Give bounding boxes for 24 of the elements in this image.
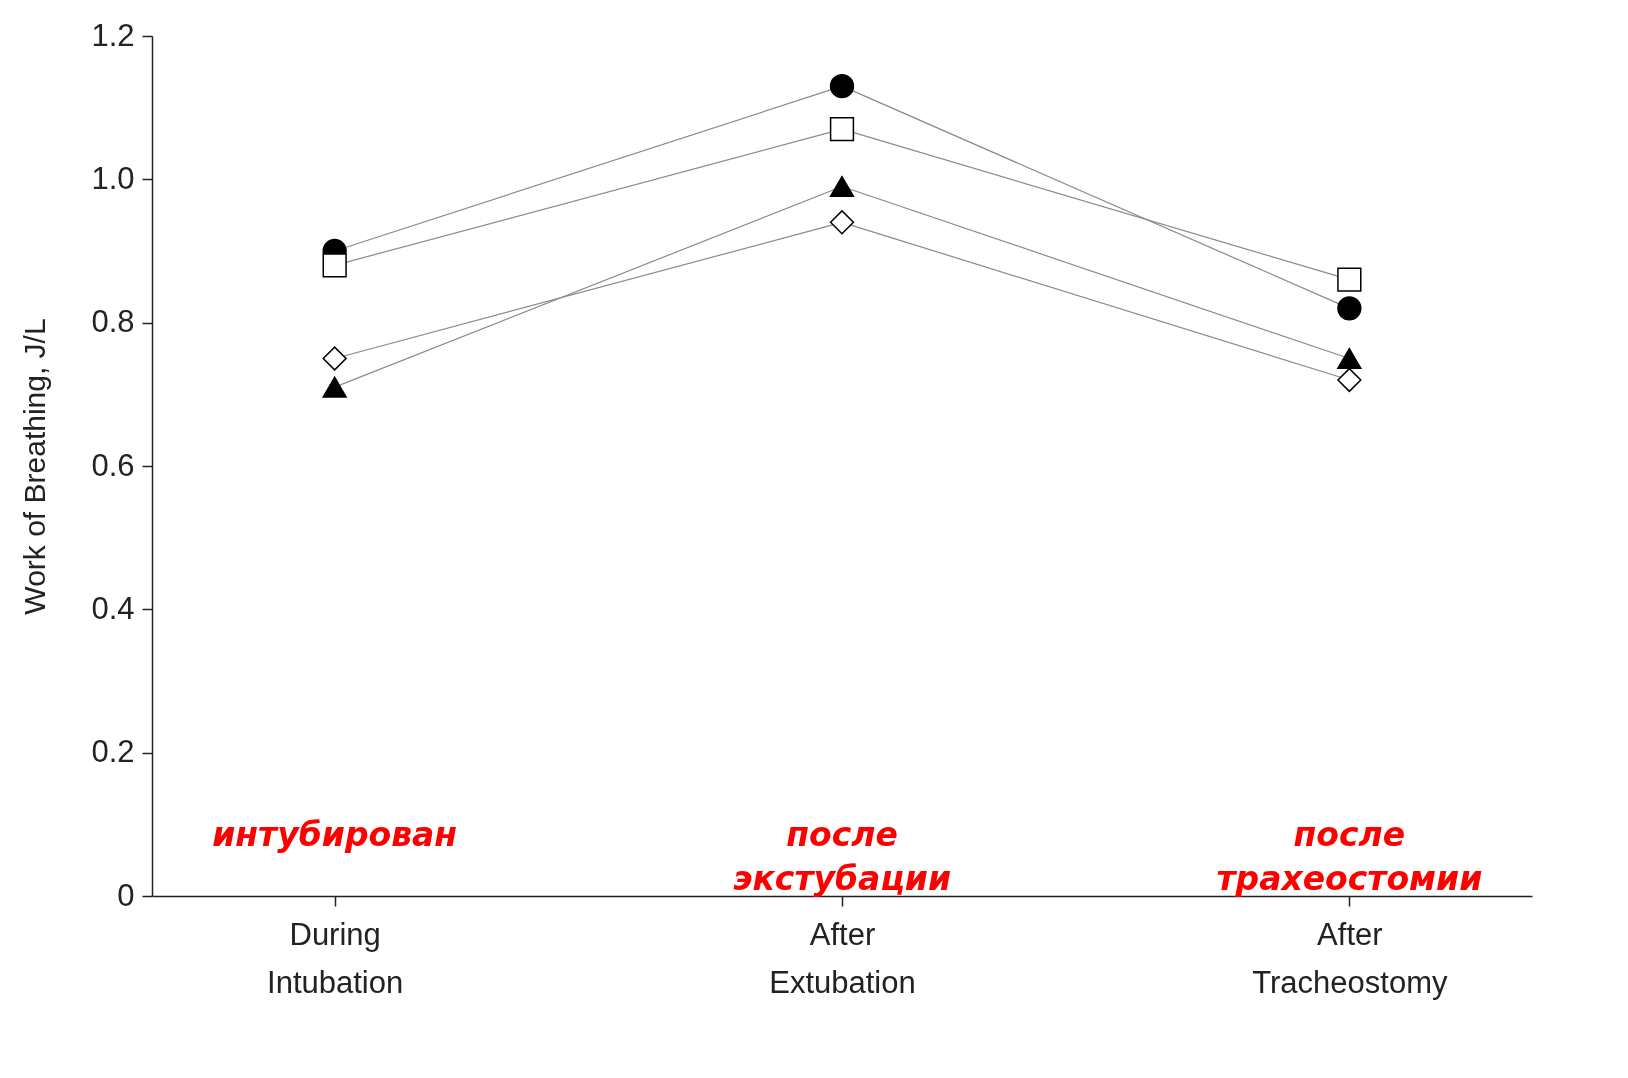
y-tick-label: 0.4 — [91, 590, 135, 626]
point — [322, 346, 347, 371]
point — [829, 210, 855, 235]
point — [1337, 296, 1362, 321]
point — [1337, 347, 1362, 370]
point — [322, 376, 347, 398]
y-tick-label: 0.2 — [91, 734, 135, 770]
y-axis-title: Work of Breathing, J/L — [18, 318, 52, 615]
x-tick-label: After Tracheostomy — [1252, 916, 1448, 1000]
y-tick-label: 0.8 — [91, 304, 135, 340]
point — [829, 74, 855, 99]
point — [829, 175, 855, 198]
y-tick-label: 1.0 — [91, 160, 135, 196]
y-tick-label: 0 — [117, 877, 135, 913]
point — [322, 253, 347, 278]
x-tick-label: During Intubation — [267, 916, 404, 1000]
annotation: интубирован — [212, 815, 458, 854]
y-tick-label: 0.6 — [91, 447, 135, 483]
annotation: после экстубации — [732, 815, 952, 898]
x-tick-label: After Extubation — [769, 916, 916, 1000]
y-tick-label: 1.2 — [91, 17, 135, 53]
point — [1337, 267, 1362, 292]
annotation: после трахеостомии — [1216, 815, 1483, 898]
point — [829, 117, 855, 142]
